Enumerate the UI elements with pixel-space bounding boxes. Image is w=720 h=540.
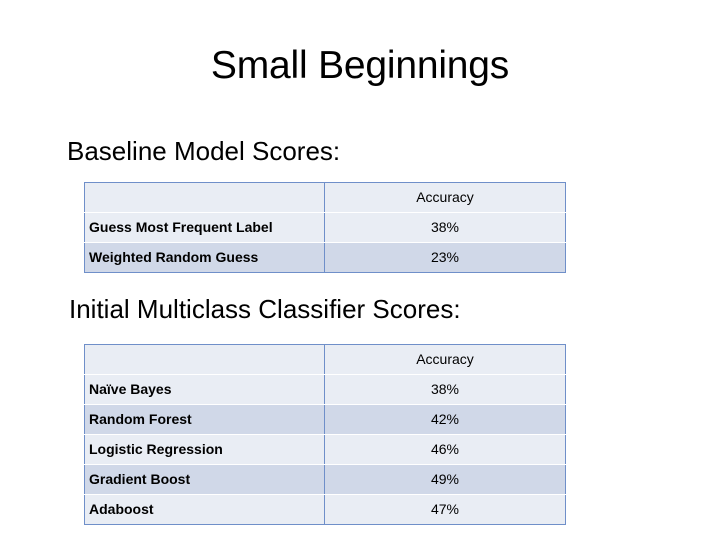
accuracy-value-cell: 42% (324, 404, 566, 435)
table-row: Gradient Boost 49% (84, 464, 566, 495)
model-name-cell: Gradient Boost (84, 464, 325, 495)
accuracy-value-cell: 49% (324, 464, 566, 495)
table-row: Naïve Bayes 38% (84, 374, 566, 405)
accuracy-value-cell: 38% (324, 212, 566, 243)
baseline-scores-table: Accuracy Guess Most Frequent Label 38% W… (84, 182, 566, 273)
accuracy-value-cell: 46% (324, 434, 566, 465)
model-name-cell: Naïve Bayes (84, 374, 325, 405)
multiclass-scores-table: Accuracy Naïve Bayes 38% Random Forest 4… (84, 344, 566, 525)
multiclass-heading: Initial Multiclass Classifier Scores: (69, 294, 461, 324)
model-name-cell: Logistic Regression (84, 434, 325, 465)
slide-title: Small Beginnings (210, 44, 510, 87)
table-row: Random Forest 42% (84, 404, 566, 435)
accuracy-column-header: Accuracy (324, 344, 566, 375)
accuracy-value-cell: 38% (324, 374, 566, 405)
model-name-cell: Guess Most Frequent Label (84, 212, 325, 243)
table-row: Logistic Regression 46% (84, 434, 566, 465)
model-name-cell: Random Forest (84, 404, 325, 435)
accuracy-column-header: Accuracy (324, 182, 566, 213)
table-row: Guess Most Frequent Label 38% (84, 212, 566, 243)
table-header-row: Accuracy (84, 182, 566, 213)
table-row: Adaboost 47% (84, 494, 566, 525)
table-header-row: Accuracy (84, 344, 566, 375)
baseline-heading: Baseline Model Scores: (67, 136, 341, 166)
model-name-cell: Adaboost (84, 494, 325, 525)
table-row: Weighted Random Guess 23% (84, 242, 566, 273)
header-empty-cell (84, 182, 325, 213)
model-name-cell: Weighted Random Guess (84, 242, 325, 273)
header-empty-cell (84, 344, 325, 375)
accuracy-value-cell: 47% (324, 494, 566, 525)
accuracy-value-cell: 23% (324, 242, 566, 273)
